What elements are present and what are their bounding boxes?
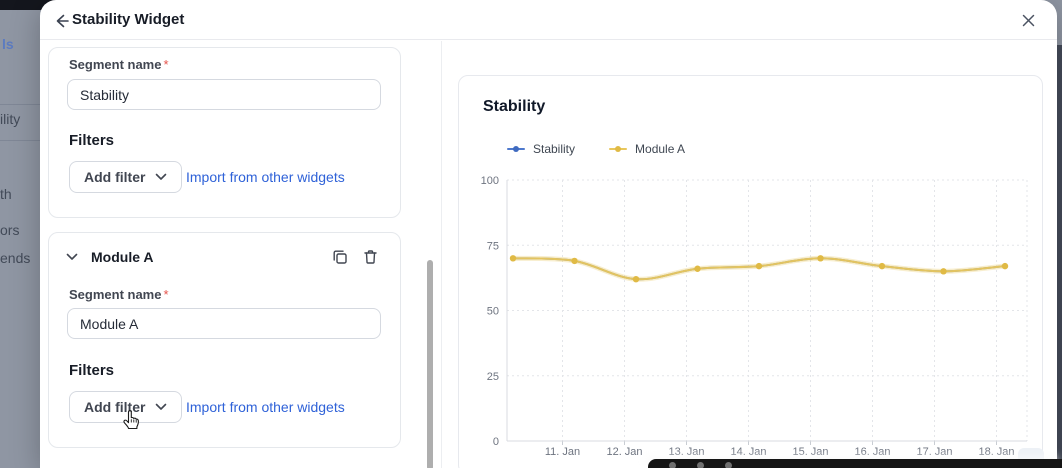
segment-name-label: Segment name <box>69 57 162 72</box>
trash-icon <box>363 250 377 264</box>
x-axis-tick-label: 11. Jan <box>545 446 580 458</box>
legend-marker-icon <box>507 144 525 154</box>
toolbar-dot <box>725 462 732 468</box>
sidebar-item-fragment: ends <box>0 250 31 266</box>
y-axis-tick-label: 0 <box>493 436 499 448</box>
data-point[interactable] <box>1001 262 1009 270</box>
duplicate-segment-button[interactable] <box>328 245 352 269</box>
x-axis-tick-label: 18. Jan <box>978 446 1014 458</box>
x-axis-tick-label: 16. Jan <box>854 446 890 458</box>
sidebar-divider <box>0 140 40 141</box>
toolbar-dot <box>697 462 704 468</box>
sidebar-divider <box>0 104 40 105</box>
collapse-segment-button[interactable] <box>63 245 81 269</box>
sidebar-item-fragment: ls <box>2 36 14 52</box>
chevron-down-icon <box>66 253 78 260</box>
data-point[interactable] <box>632 275 640 283</box>
import-from-widgets-link[interactable]: Import from other widgets <box>186 399 345 415</box>
data-point[interactable] <box>694 265 701 272</box>
close-button[interactable] <box>1015 7 1041 33</box>
chart-title: Stability <box>483 98 546 115</box>
required-asterisk: * <box>163 57 169 72</box>
delete-segment-button[interactable] <box>358 245 382 269</box>
toolbar-dot <box>669 462 676 468</box>
browser-top-bar <box>0 0 56 10</box>
x-axis-tick-label: 12. Jan <box>606 446 642 458</box>
panel-divider <box>441 41 442 468</box>
data-point[interactable] <box>878 262 886 270</box>
add-filter-button[interactable]: Add filter <box>69 391 183 423</box>
legend-item-stability[interactable]: Stability <box>507 142 575 156</box>
x-axis-tick-label: 17. Jan <box>916 446 952 458</box>
import-from-widgets-link[interactable]: Import from other widgets <box>186 169 345 185</box>
required-asterisk: * <box>163 287 169 302</box>
add-filter-label: Add filter <box>84 399 146 415</box>
y-axis-tick-label: 75 <box>487 240 499 252</box>
back-button[interactable] <box>48 8 74 34</box>
chevron-down-icon <box>156 173 167 180</box>
y-axis-tick-label: 100 <box>481 175 499 187</box>
arrow-left-icon <box>56 14 69 28</box>
filters-heading: Filters <box>69 132 115 149</box>
legend-label: Stability <box>533 142 576 156</box>
segment-header-title: Module A <box>91 249 154 265</box>
data-point[interactable] <box>940 268 947 275</box>
chevron-down-icon <box>156 403 167 410</box>
segment-name-input[interactable] <box>67 308 381 339</box>
modal-header: Stability Widget <box>40 0 1057 40</box>
data-point[interactable] <box>817 255 824 262</box>
close-icon <box>1022 14 1034 26</box>
filters-heading: Filters <box>69 362 115 379</box>
y-axis-tick-label: 50 <box>487 306 499 318</box>
recording-toolbar <box>648 459 1062 468</box>
modal-title: Stability Widget <box>72 11 185 28</box>
stability-line-chart[interactable]: 0 25 50 75 100 11. Jan 12. Jan 13. Jan 14. Jan 15… <box>459 166 1042 468</box>
sidebar-item-fragment: ors <box>0 222 20 238</box>
segment-name-input[interactable] <box>67 79 381 110</box>
x-axis-tick-label: 13. Jan <box>668 446 704 458</box>
segment-card-stability: Segment name* Filters Add filter Import … <box>48 47 401 218</box>
form-scrollbar-thumb[interactable] <box>427 260 433 468</box>
copy-icon <box>333 250 347 264</box>
legend-label: Module A <box>635 142 686 156</box>
data-point[interactable] <box>509 255 517 262</box>
legend-marker-icon <box>609 144 628 154</box>
window-edge <box>1057 45 1062 468</box>
legend-item-module-a[interactable]: Module A <box>609 142 685 156</box>
sidebar-item-fragment: th <box>0 186 12 202</box>
y-axis-tick-label: 25 <box>487 371 499 383</box>
x-axis-tick-label: 15. Jan <box>792 446 828 458</box>
add-filter-label: Add filter <box>84 169 146 185</box>
chart-preview-card: Stability Stability Module A 0 25 50 75 100 11… <box>458 75 1043 468</box>
segment-name-label: Segment name <box>69 287 162 302</box>
chart-legend: Stability Module A <box>507 142 685 156</box>
sidebar-item-fragment: ility <box>0 111 21 127</box>
data-point[interactable] <box>571 257 578 265</box>
x-axis-tick-label: 14. Jan <box>730 446 766 458</box>
add-filter-button[interactable]: Add filter <box>69 161 183 193</box>
data-point[interactable] <box>755 262 763 270</box>
segment-card-module-a: Module A Segment name* Filters <box>48 232 401 448</box>
